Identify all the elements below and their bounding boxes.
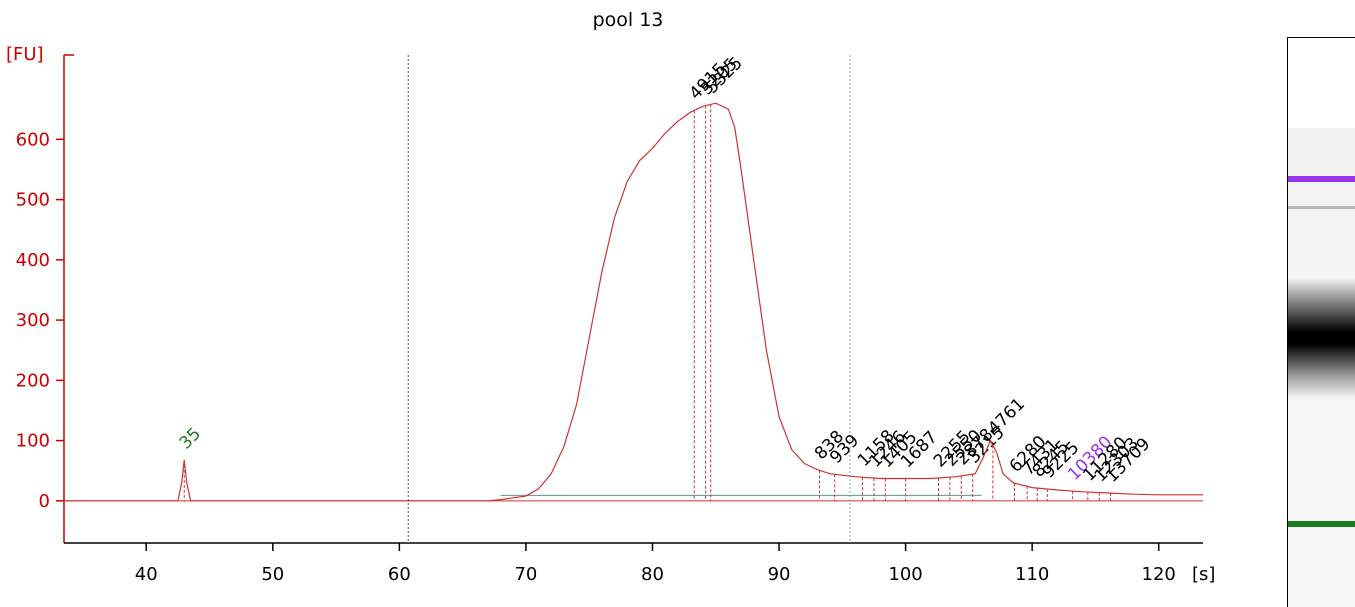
x-tick-label: 70 bbox=[514, 564, 537, 585]
gel-upper-marker-band bbox=[1288, 176, 1355, 182]
chart-title: pool 13 bbox=[593, 9, 664, 31]
gel-lane-image bbox=[1287, 37, 1355, 607]
fluorescence-trace bbox=[64, 102, 1203, 502]
x-tick-label: 50 bbox=[261, 564, 284, 585]
x-tick-label: 120 bbox=[1142, 564, 1176, 585]
y-tick-label: 0 bbox=[39, 491, 50, 512]
y-axis-label: [FU] bbox=[6, 44, 44, 65]
peak-label: 35 bbox=[176, 424, 205, 453]
y-tick-label: 300 bbox=[16, 310, 50, 331]
gel-faint-band bbox=[1288, 206, 1355, 209]
gel-sample-smear bbox=[1288, 278, 1355, 398]
gel-lower-marker-band bbox=[1288, 521, 1355, 527]
y-tick-label: 500 bbox=[16, 190, 50, 211]
x-tick-label: 40 bbox=[135, 564, 158, 585]
y-tick-label: 200 bbox=[16, 370, 50, 391]
y-tick-label: 100 bbox=[16, 431, 50, 452]
y-tick-label: 400 bbox=[16, 250, 50, 271]
x-tick-label: 100 bbox=[888, 564, 922, 585]
x-tick-label: 110 bbox=[1015, 564, 1049, 585]
x-tick-label: 90 bbox=[768, 564, 791, 585]
x-tick-label: 60 bbox=[388, 564, 411, 585]
x-axis-label: [s] bbox=[1192, 564, 1215, 585]
y-tick-label: 600 bbox=[16, 129, 50, 150]
x-tick-label: 80 bbox=[641, 564, 664, 585]
plot-area: 0 100 200 300 400 500 600 40 50 60 70 80 90 100 110 120… bbox=[16, 53, 1203, 585]
peak-label: 4761 bbox=[984, 394, 1029, 439]
